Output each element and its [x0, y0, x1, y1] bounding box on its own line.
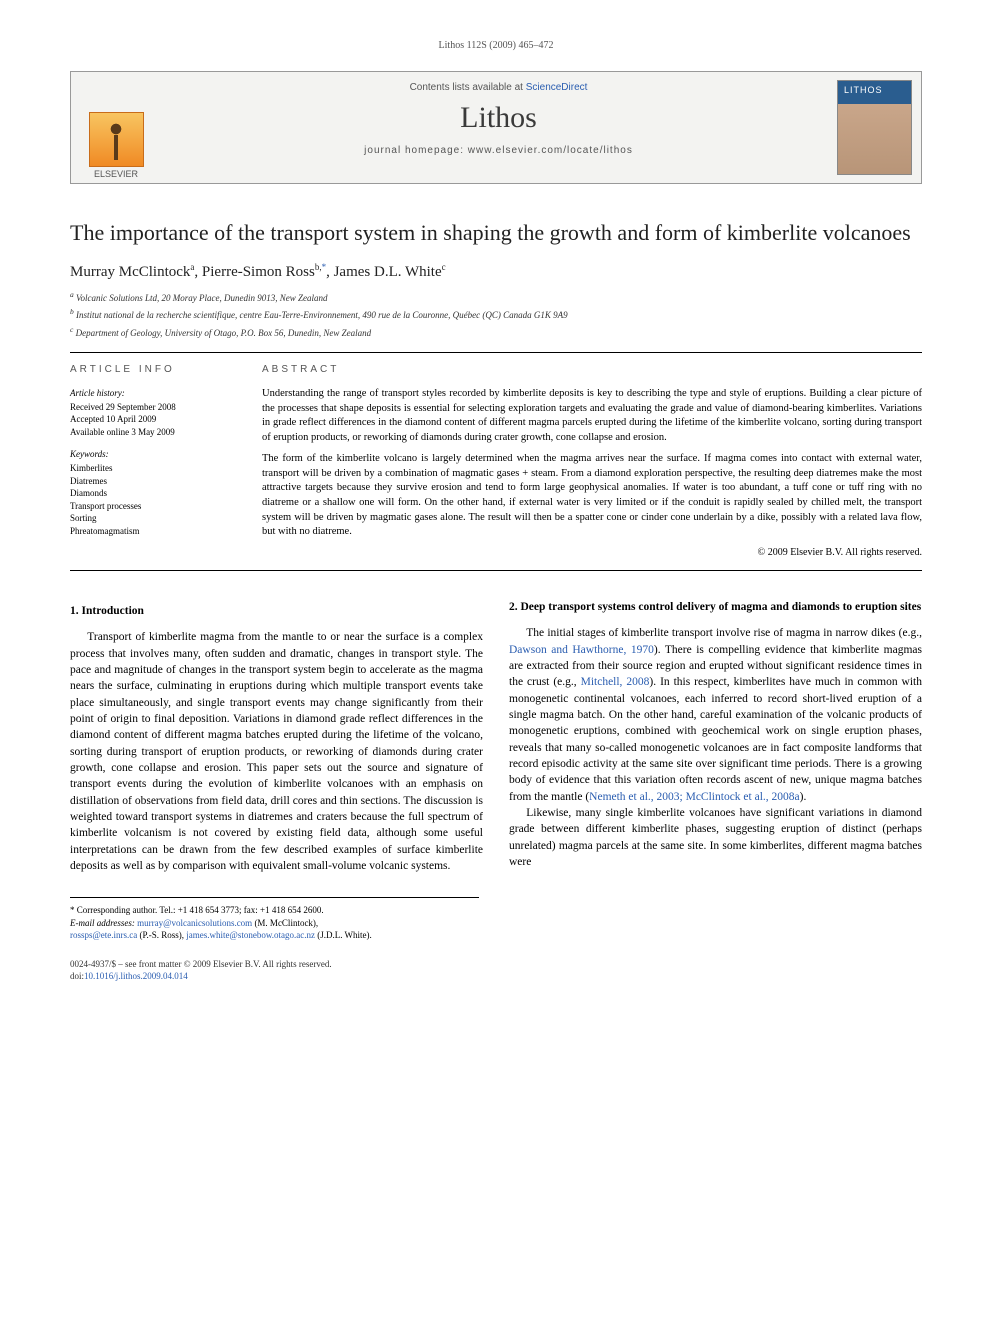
section-1-p1: Transport of kimberlite magma from the m… — [70, 629, 483, 874]
s2-p1-pre: The initial stages of kimberlite transpo… — [526, 627, 922, 639]
section-2-p2: Likewise, many single kimberlite volcano… — [509, 805, 922, 870]
front-matter-line: 0024-4937/$ – see front matter © 2009 El… — [70, 958, 922, 970]
publisher-label: ELSEVIER — [94, 169, 138, 179]
keyword: Phreatomagmatism — [70, 525, 240, 538]
contents-available-line: Contents lists available at ScienceDirec… — [161, 82, 836, 93]
citation-link[interactable]: Mitchell, 2008 — [581, 676, 650, 688]
doi-prefix: doi: — [70, 971, 84, 981]
email-label: E-mail addresses: — [70, 918, 137, 928]
email-link[interactable]: rossps@ete.inrs.ca — [70, 930, 137, 940]
journal-header: ELSEVIER Contents lists available at Sci… — [70, 71, 922, 184]
keyword: Kimberlites — [70, 462, 240, 475]
contents-prefix: Contents lists available at — [410, 82, 526, 93]
email-link[interactable]: james.white@stonebow.otago.ac.nz — [186, 930, 315, 940]
author-3: James D.L. White — [334, 264, 442, 280]
homepage-prefix: journal homepage: — [364, 145, 468, 156]
article-body: 1. Introduction Transport of kimberlite … — [70, 599, 922, 879]
email3-who: (J.D.L. White). — [315, 930, 372, 940]
abstract-panel: ABSTRACT Understanding the range of tran… — [250, 353, 922, 570]
citation-link[interactable]: Nemeth et al., 2003; McClintock et al., … — [589, 791, 799, 803]
email2-who: (P.-S. Ross), — [137, 930, 186, 940]
keyword: Transport processes — [70, 500, 240, 513]
affiliations: a Volcanic Solutions Ltd, 20 Moray Place… — [70, 289, 922, 341]
cover-label: LITHOS — [844, 85, 883, 95]
author-3-marker: c — [442, 262, 446, 272]
section-2-p1: The initial stages of kimberlite transpo… — [509, 625, 922, 805]
affiliation-a-text: Volcanic Solutions Ltd, 20 Moray Place, … — [76, 293, 327, 303]
sciencedirect-link[interactable]: ScienceDirect — [526, 82, 588, 93]
email-link[interactable]: murray@volcanicsolutions.com — [137, 918, 252, 928]
author-1: Murray McClintock — [70, 264, 190, 280]
authors-line: Murray McClintocka, Pierre-Simon Rossb,*… — [70, 262, 922, 281]
keywords-label: Keywords: — [70, 448, 240, 461]
affiliation-c: c Department of Geology, University of O… — [70, 324, 922, 341]
page-footer: 0024-4937/$ – see front matter © 2009 El… — [70, 958, 922, 982]
abstract-p2: The form of the kimberlite volcano is la… — [262, 452, 922, 540]
author-2-marker: b, — [315, 262, 322, 272]
author-1-marker: a — [190, 262, 194, 272]
keyword: Diamonds — [70, 487, 240, 500]
history-label: Article history: — [70, 387, 240, 400]
corresponding-star-icon[interactable]: * — [322, 262, 327, 272]
affiliation-b: b Institut national de la recherche scie… — [70, 306, 922, 323]
affiliation-a: a Volcanic Solutions Ltd, 20 Moray Place… — [70, 289, 922, 306]
abstract-copyright: © 2009 Elsevier B.V. All rights reserved… — [262, 546, 922, 560]
journal-homepage-line: journal homepage: www.elsevier.com/locat… — [161, 145, 836, 156]
history-online: Available online 3 May 2009 — [70, 426, 240, 439]
journal-title: Lithos — [161, 101, 836, 135]
citation-link[interactable]: Dawson and Hawthorne, 1970 — [509, 644, 654, 656]
affiliation-b-text: Institut national de la recherche scient… — [76, 310, 568, 320]
affiliation-c-text: Department of Geology, University of Ota… — [76, 328, 372, 338]
elsevier-tree-icon — [89, 112, 144, 167]
article-title: The importance of the transport system i… — [70, 219, 922, 248]
keyword: Diatremes — [70, 475, 240, 488]
email-line: E-mail addresses: murray@volcanicsolutio… — [70, 917, 479, 942]
homepage-url[interactable]: www.elsevier.com/locate/lithos — [468, 145, 633, 156]
publisher-logo: ELSEVIER — [71, 72, 161, 183]
email1-who: (M. McClintock), — [252, 918, 318, 928]
article-info-header: ARTICLE INFO — [70, 363, 240, 377]
running-head: Lithos 112S (2009) 465–472 — [70, 40, 922, 51]
history-accepted: Accepted 10 April 2009 — [70, 413, 240, 426]
author-2: Pierre-Simon Ross — [202, 264, 315, 280]
article-info-panel: ARTICLE INFO Article history: Received 2… — [70, 353, 250, 570]
s2-p1-mid2: ). In this respect, kimberlites have muc… — [509, 676, 922, 802]
section-1-heading: 1. Introduction — [70, 603, 483, 619]
s2-p1-end: ). — [800, 791, 807, 803]
corresp-line: * Corresponding author. Tel.: +1 418 654… — [70, 904, 479, 917]
corresponding-footnote: * Corresponding author. Tel.: +1 418 654… — [70, 897, 479, 942]
section-1-p1a: Transport of kimberlite magma from the m… — [70, 631, 483, 855]
keyword: Sorting — [70, 512, 240, 525]
journal-cover-thumb: LITHOS — [836, 72, 921, 183]
doi-link[interactable]: 10.1016/j.lithos.2009.04.014 — [84, 971, 188, 981]
abstract-p1: Understanding the range of transport sty… — [262, 387, 922, 446]
abstract-header: ABSTRACT — [262, 363, 922, 377]
history-received: Received 29 September 2008 — [70, 401, 240, 414]
section-2-heading: 2. Deep transport systems control delive… — [509, 599, 922, 615]
